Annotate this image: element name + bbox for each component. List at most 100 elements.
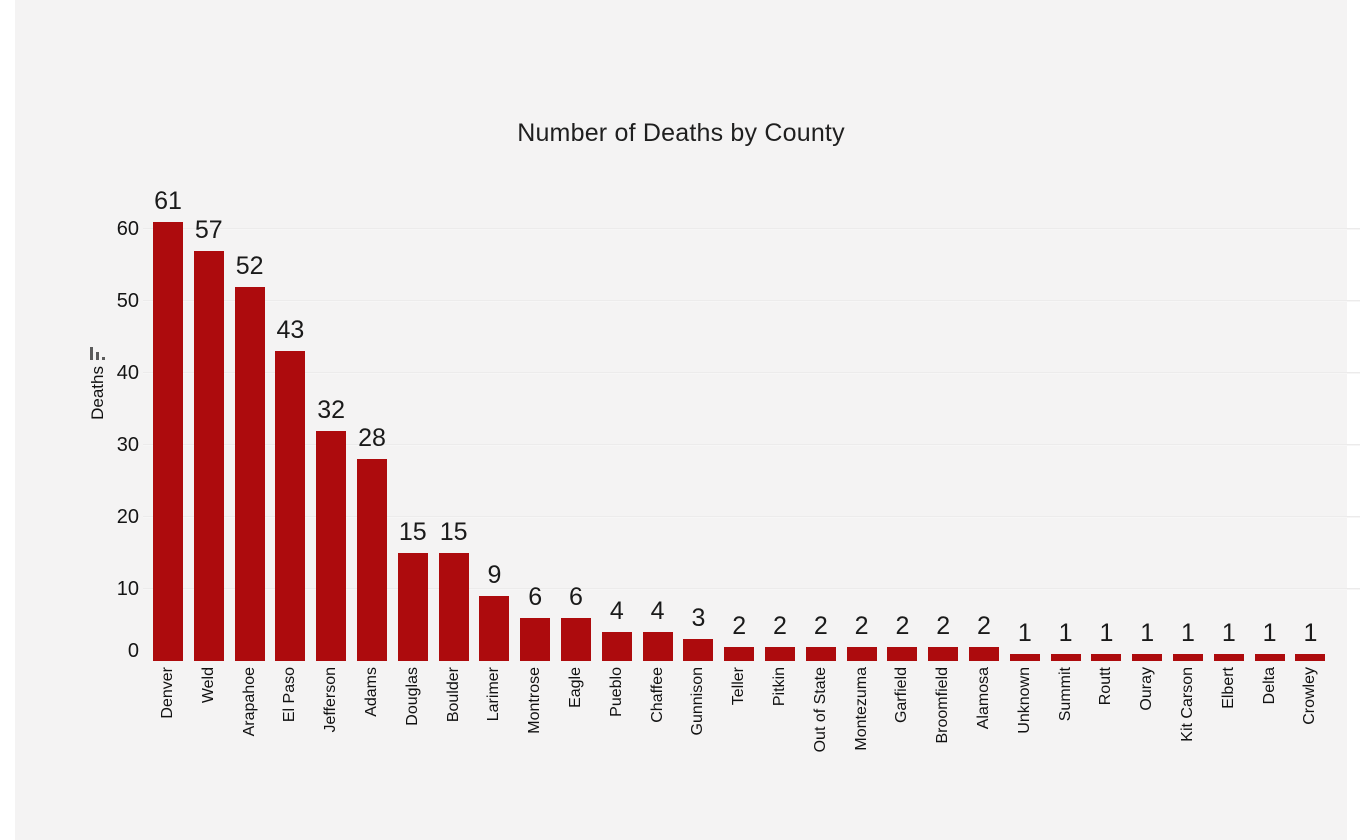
x-tick-label-arapahoe: Arapahoe: [240, 667, 258, 737]
bar-value-label-adams: 28: [358, 424, 386, 453]
bar-value-label-delta: 1: [1262, 618, 1277, 647]
bar-boulder[interactable]: [438, 553, 469, 661]
bar-value-label-ouray: 1: [1140, 618, 1155, 647]
x-tick-label-pueblo: Pueblo: [607, 667, 625, 717]
bar-pitkin[interactable]: [765, 646, 795, 661]
gridline-20: [143, 516, 1360, 518]
bar-alamosa[interactable]: [969, 646, 999, 661]
gridline-40: [143, 372, 1360, 374]
bar-garfield[interactable]: [887, 646, 918, 661]
x-tick-label-gunnison: Gunnison: [689, 667, 707, 736]
bar-value-label-el-paso: 43: [276, 316, 305, 345]
y-axis-label-group: Deaths: [83, 346, 113, 420]
x-tick-label-routt: Routt: [1097, 667, 1115, 706]
bar-montrose[interactable]: [520, 617, 551, 661]
bar-montezuma[interactable]: [846, 646, 877, 661]
x-tick-label-out-of-state: Out of State: [811, 667, 829, 753]
bar-value-label-montezuma: 2: [854, 611, 869, 640]
bar-broomfield[interactable]: [928, 646, 959, 661]
x-tick-label-jefferson: Jefferson: [322, 667, 340, 733]
bar-larimer[interactable]: [479, 596, 510, 661]
x-tick-label-crowley: Crowley: [1301, 667, 1319, 725]
x-tick-label-douglas: Douglas: [403, 667, 421, 726]
x-tick-label-garfield: Garfield: [893, 667, 911, 724]
x-tick-label-larimer: Larimer: [485, 667, 503, 722]
chart-panel: Number of Deaths by County Deaths 0 10 20 3…: [15, 0, 1360, 840]
bar-out-of-state[interactable]: [805, 646, 836, 661]
bar-gunnison[interactable]: [683, 639, 714, 661]
x-tick-label-denver: Denver: [159, 667, 176, 719]
gridline-10: [143, 588, 1360, 590]
bar-unknown[interactable]: [1009, 653, 1040, 661]
y-tick-label-50: 50: [116, 290, 139, 312]
x-tick-label-pitkin: Pitkin: [771, 667, 788, 707]
bar-delta[interactable]: [1254, 653, 1285, 661]
bar-pueblo[interactable]: [601, 632, 632, 661]
x-tick-label-adams: Adams: [363, 667, 380, 717]
bar-value-label-douglas: 15: [398, 518, 427, 546]
bar-value-label-larimer: 9: [487, 561, 502, 590]
mini-bar-chart-icon: [90, 347, 105, 360]
x-tick-label-unknown: Unknown: [1015, 667, 1033, 734]
x-tick-label-teller: Teller: [730, 667, 748, 706]
bar-chaffee[interactable]: [642, 632, 673, 661]
bar-el-paso[interactable]: [275, 351, 306, 661]
bar-value-label-elbert: 1: [1221, 618, 1236, 647]
bar-value-label-chaffee: 4: [650, 597, 665, 626]
x-tick-label-chaffee: Chaffee: [648, 667, 666, 723]
x-tick-label-weld: Weld: [199, 667, 217, 704]
x-tick-label-elbert: Elbert: [1219, 667, 1237, 709]
x-tick-label-eagle: Eagle: [567, 667, 584, 708]
bar-teller[interactable]: [724, 646, 755, 661]
bar-value-label-teller: 2: [732, 611, 747, 640]
y-tick-label-0: 0: [127, 640, 139, 662]
bar-value-label-arapahoe: 52: [235, 251, 264, 280]
bar-value-label-weld: 57: [194, 215, 223, 244]
y-tick-label-20: 20: [116, 506, 139, 528]
bar-value-label-pitkin: 2: [773, 611, 787, 640]
bar-value-label-eagle: 6: [569, 582, 583, 611]
bar-ouray[interactable]: [1132, 653, 1163, 661]
bar-adams[interactable]: [357, 459, 387, 661]
bar-douglas[interactable]: [397, 553, 428, 661]
gridline-60: [143, 228, 1360, 230]
bar-value-label-summit: 1: [1058, 618, 1073, 647]
bar-value-label-crowley: 1: [1303, 618, 1318, 647]
bar-summit[interactable]: [1050, 653, 1081, 661]
plot-area: 0 10 20 30 40 50 60 61 Denver 57 Weld 52 Arapahoe 43 E…: [15, 0, 1362, 840]
bar-jefferson[interactable]: [316, 430, 347, 661]
bar-value-label-unknown: 1: [1017, 618, 1032, 647]
bar-denver[interactable]: [153, 221, 183, 661]
y-tick-label-60: 60: [116, 218, 139, 240]
bar-arapahoe[interactable]: [234, 286, 265, 661]
x-tick-label-summit: Summit: [1056, 667, 1074, 722]
bar-value-label-broomfield: 2: [936, 611, 951, 640]
x-tick-label-broomfield: Broomfield: [934, 667, 952, 744]
gridline-50: [143, 300, 1360, 302]
x-tick-label-boulder: Boulder: [444, 667, 462, 723]
bar-elbert[interactable]: [1213, 653, 1244, 661]
x-tick-label-delta: Delta: [1260, 667, 1278, 705]
bar-value-label-kit-carson: 1: [1181, 618, 1195, 647]
y-tick-label-30: 30: [116, 434, 139, 456]
bar-crowley[interactable]: [1295, 653, 1326, 661]
bar-value-label-out-of-state: 2: [813, 611, 828, 640]
bar-value-label-boulder: 15: [439, 518, 468, 546]
bar-value-label-routt: 1: [1099, 618, 1114, 647]
x-tick-label-kit-carson: Kit Carson: [1179, 667, 1196, 742]
bar-value-label-jefferson: 32: [317, 395, 346, 424]
x-tick-label-alamosa: Alamosa: [975, 667, 992, 730]
x-tick-label-montezuma: Montezuma: [852, 667, 870, 751]
bar-value-label-alamosa: 2: [977, 611, 991, 640]
bar-kit-carson[interactable]: [1173, 653, 1203, 661]
gridline-30: [143, 444, 1360, 446]
bar-routt[interactable]: [1091, 653, 1122, 661]
bar-value-label-pueblo: 4: [609, 597, 624, 626]
bar-value-label-montrose: 6: [528, 582, 543, 611]
y-tick-label-10: 10: [116, 578, 139, 600]
chart-title: Number of Deaths by County: [517, 119, 845, 147]
bar-eagle[interactable]: [561, 617, 591, 661]
bar-weld[interactable]: [193, 250, 224, 661]
bar-value-label-gunnison: 3: [691, 604, 706, 633]
